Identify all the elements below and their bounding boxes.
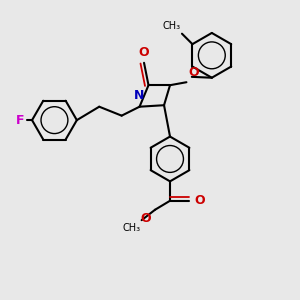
Text: N: N: [134, 89, 145, 102]
Text: F: F: [16, 114, 25, 127]
Text: O: O: [194, 194, 205, 207]
Text: CH₃: CH₃: [162, 21, 181, 31]
Text: O: O: [140, 212, 151, 225]
Text: O: O: [188, 66, 199, 79]
Text: CH₃: CH₃: [122, 223, 140, 233]
Text: O: O: [139, 46, 149, 59]
